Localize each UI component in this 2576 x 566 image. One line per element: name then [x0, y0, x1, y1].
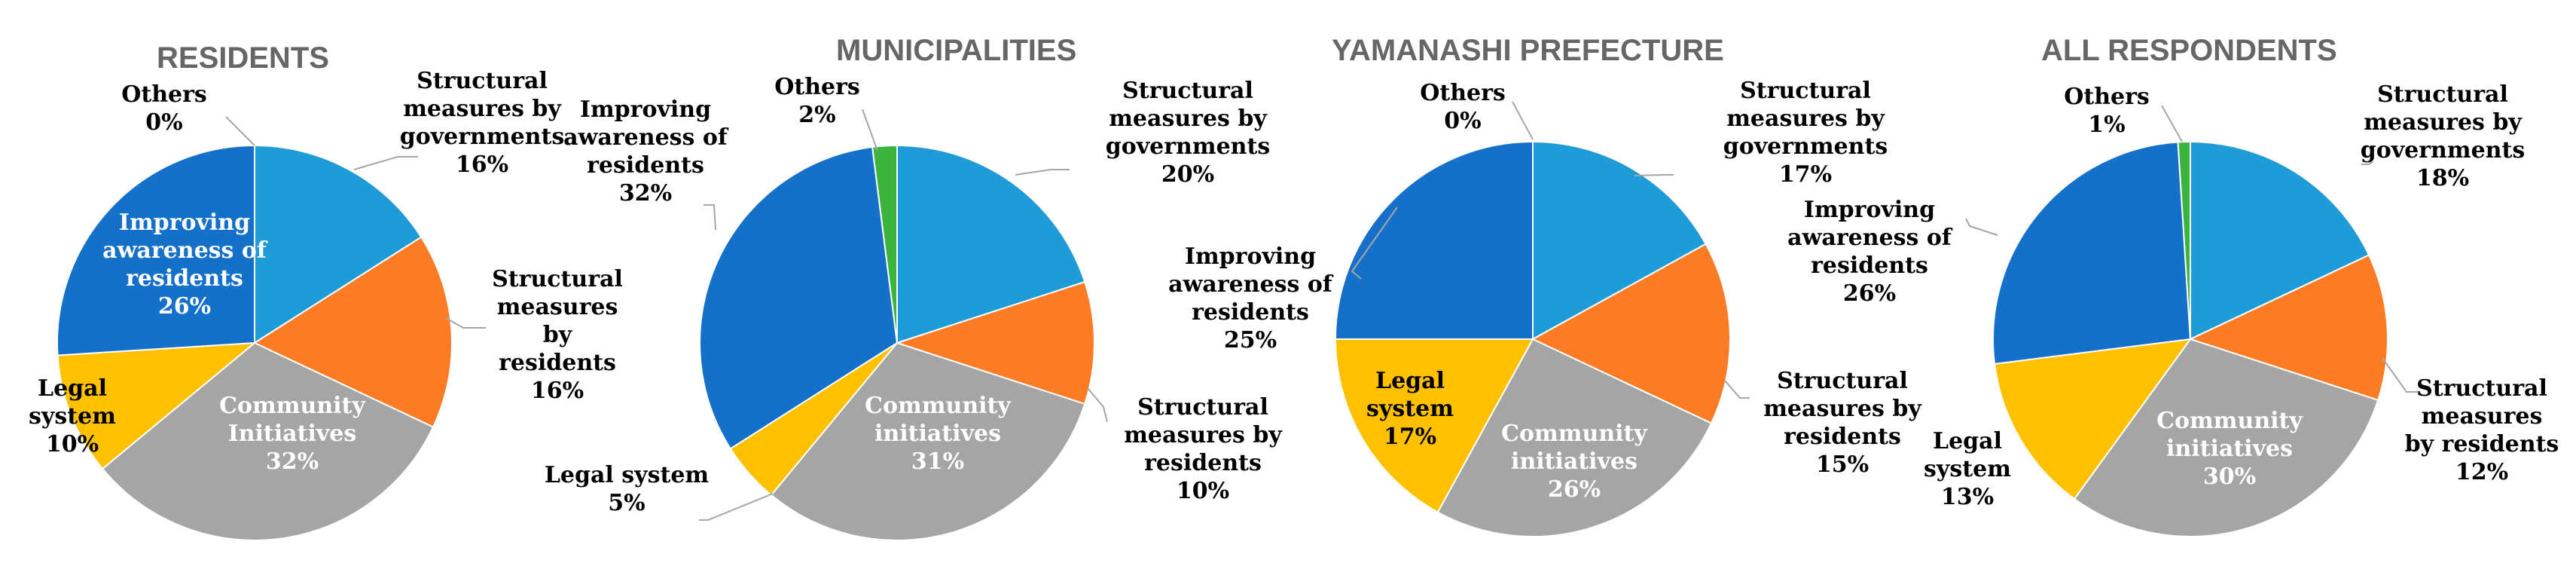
leader-line-legal [699, 493, 774, 521]
leader-line-others [862, 109, 878, 151]
chart-title: ALL RESPONDENTS [2041, 34, 2337, 67]
slice-community [2073, 338, 2379, 537]
leader-line-structural-res [2382, 357, 2418, 393]
pie-chart-3: YAMANASHI PREFECTURE Structural measures b… [1168, 34, 1922, 537]
data-label-structural-gov: Structural measures by governments 20% [1106, 78, 1271, 188]
leader-line-structural-res [1087, 387, 1108, 423]
data-label-others: Others 1% [2064, 84, 2150, 138]
pie-chart-1: RESIDENTS Structural measures by government… [29, 41, 623, 541]
leader-line-others [2161, 105, 2183, 142]
slice-legal [1334, 338, 1534, 513]
slice-structural-res [252, 236, 453, 428]
slice-structural-gov [2190, 140, 2370, 341]
slice-legal [56, 341, 258, 470]
leader-line-structural-gov [1015, 169, 1070, 176]
data-label-legal: Legal system 13% [1924, 428, 2011, 510]
slice-structural-gov [1532, 140, 1707, 341]
data-label-legal: Legal system 10% [29, 375, 116, 457]
chart-title: YAMANASHI PREFECTURE [1332, 34, 1724, 67]
data-label-others: Others 0% [121, 81, 207, 136]
slice-community [770, 341, 1086, 541]
leader-line-others [225, 116, 255, 146]
leader-line-awareness [1965, 218, 1998, 236]
data-label-awareness: Improving awareness of residents 25% [1168, 243, 1334, 353]
data-label-legal: Legal system 5% [545, 462, 710, 516]
data-label-structural-res: Structural measures by residents 16% [492, 266, 623, 404]
leader-line-structural-gov [2361, 161, 2373, 165]
data-label-structural-res: Structural measures by residents 12% [2405, 375, 2559, 485]
leader-line-others [1512, 101, 1534, 140]
slice-community [101, 341, 435, 541]
data-label-structural-res: Structural measures by residents 10% [1124, 394, 1283, 504]
leader-line-structural-gov [1634, 174, 1674, 176]
data-label-community: Community Initiatives 32% [219, 393, 366, 475]
slice-legal [1993, 338, 2193, 500]
data-label-awareness: Improving awareness of residents 26% [1787, 197, 1953, 307]
data-label-structural-gov: Structural measures by governments 17% [1723, 78, 1888, 188]
data-label-legal: Legal system 17% [1366, 368, 1454, 450]
leader-line-structural-res [1724, 380, 1750, 399]
slice-awareness [56, 144, 255, 356]
slice-awareness [1334, 140, 1534, 340]
slice-structural-res [2188, 254, 2388, 402]
leader-line-awareness [1351, 207, 1398, 280]
data-label-awareness: Improving awareness of residents 26% [102, 210, 268, 320]
chart-title: MUNICIPALITIES [836, 34, 1076, 67]
data-label-awareness: Improving awareness of residents 32% [563, 96, 729, 207]
data-label-community: Community initiatives 26% [1501, 421, 1648, 503]
leader-line-awareness [704, 204, 716, 231]
data-label-structural-gov: Structural measures by governments 16% [400, 68, 565, 178]
slice-awareness [699, 145, 899, 450]
data-label-community: Community initiatives 30% [2156, 408, 2303, 490]
leader-line-structural-res [445, 317, 486, 329]
data-label-structural-res: Structural measures by residents 15% [1763, 368, 1922, 478]
data-label-others: Others 0% [1420, 80, 1506, 134]
slice-awareness [1992, 141, 2192, 365]
slice-structural-res [1531, 243, 1731, 424]
pie-chart-2: MUNICIPALITIES Structural measures by gover… [545, 34, 1283, 541]
chart-title: RESIDENTS [157, 41, 329, 75]
pie-chart-4: ALL RESPONDENTS Structural measures by gove… [1787, 34, 2559, 537]
slice-structural-gov [254, 144, 423, 344]
leader-line-structural-gov [353, 156, 418, 170]
slice-others [871, 144, 898, 344]
slice-others [2177, 140, 2191, 340]
data-label-community: Community initiatives 31% [865, 393, 1012, 475]
slice-structural-res [894, 280, 1095, 405]
slice-structural-gov [896, 144, 1086, 344]
data-label-others: Others 2% [774, 74, 860, 128]
data-label-structural-gov: Structural measures by governments 18% [2361, 81, 2526, 191]
